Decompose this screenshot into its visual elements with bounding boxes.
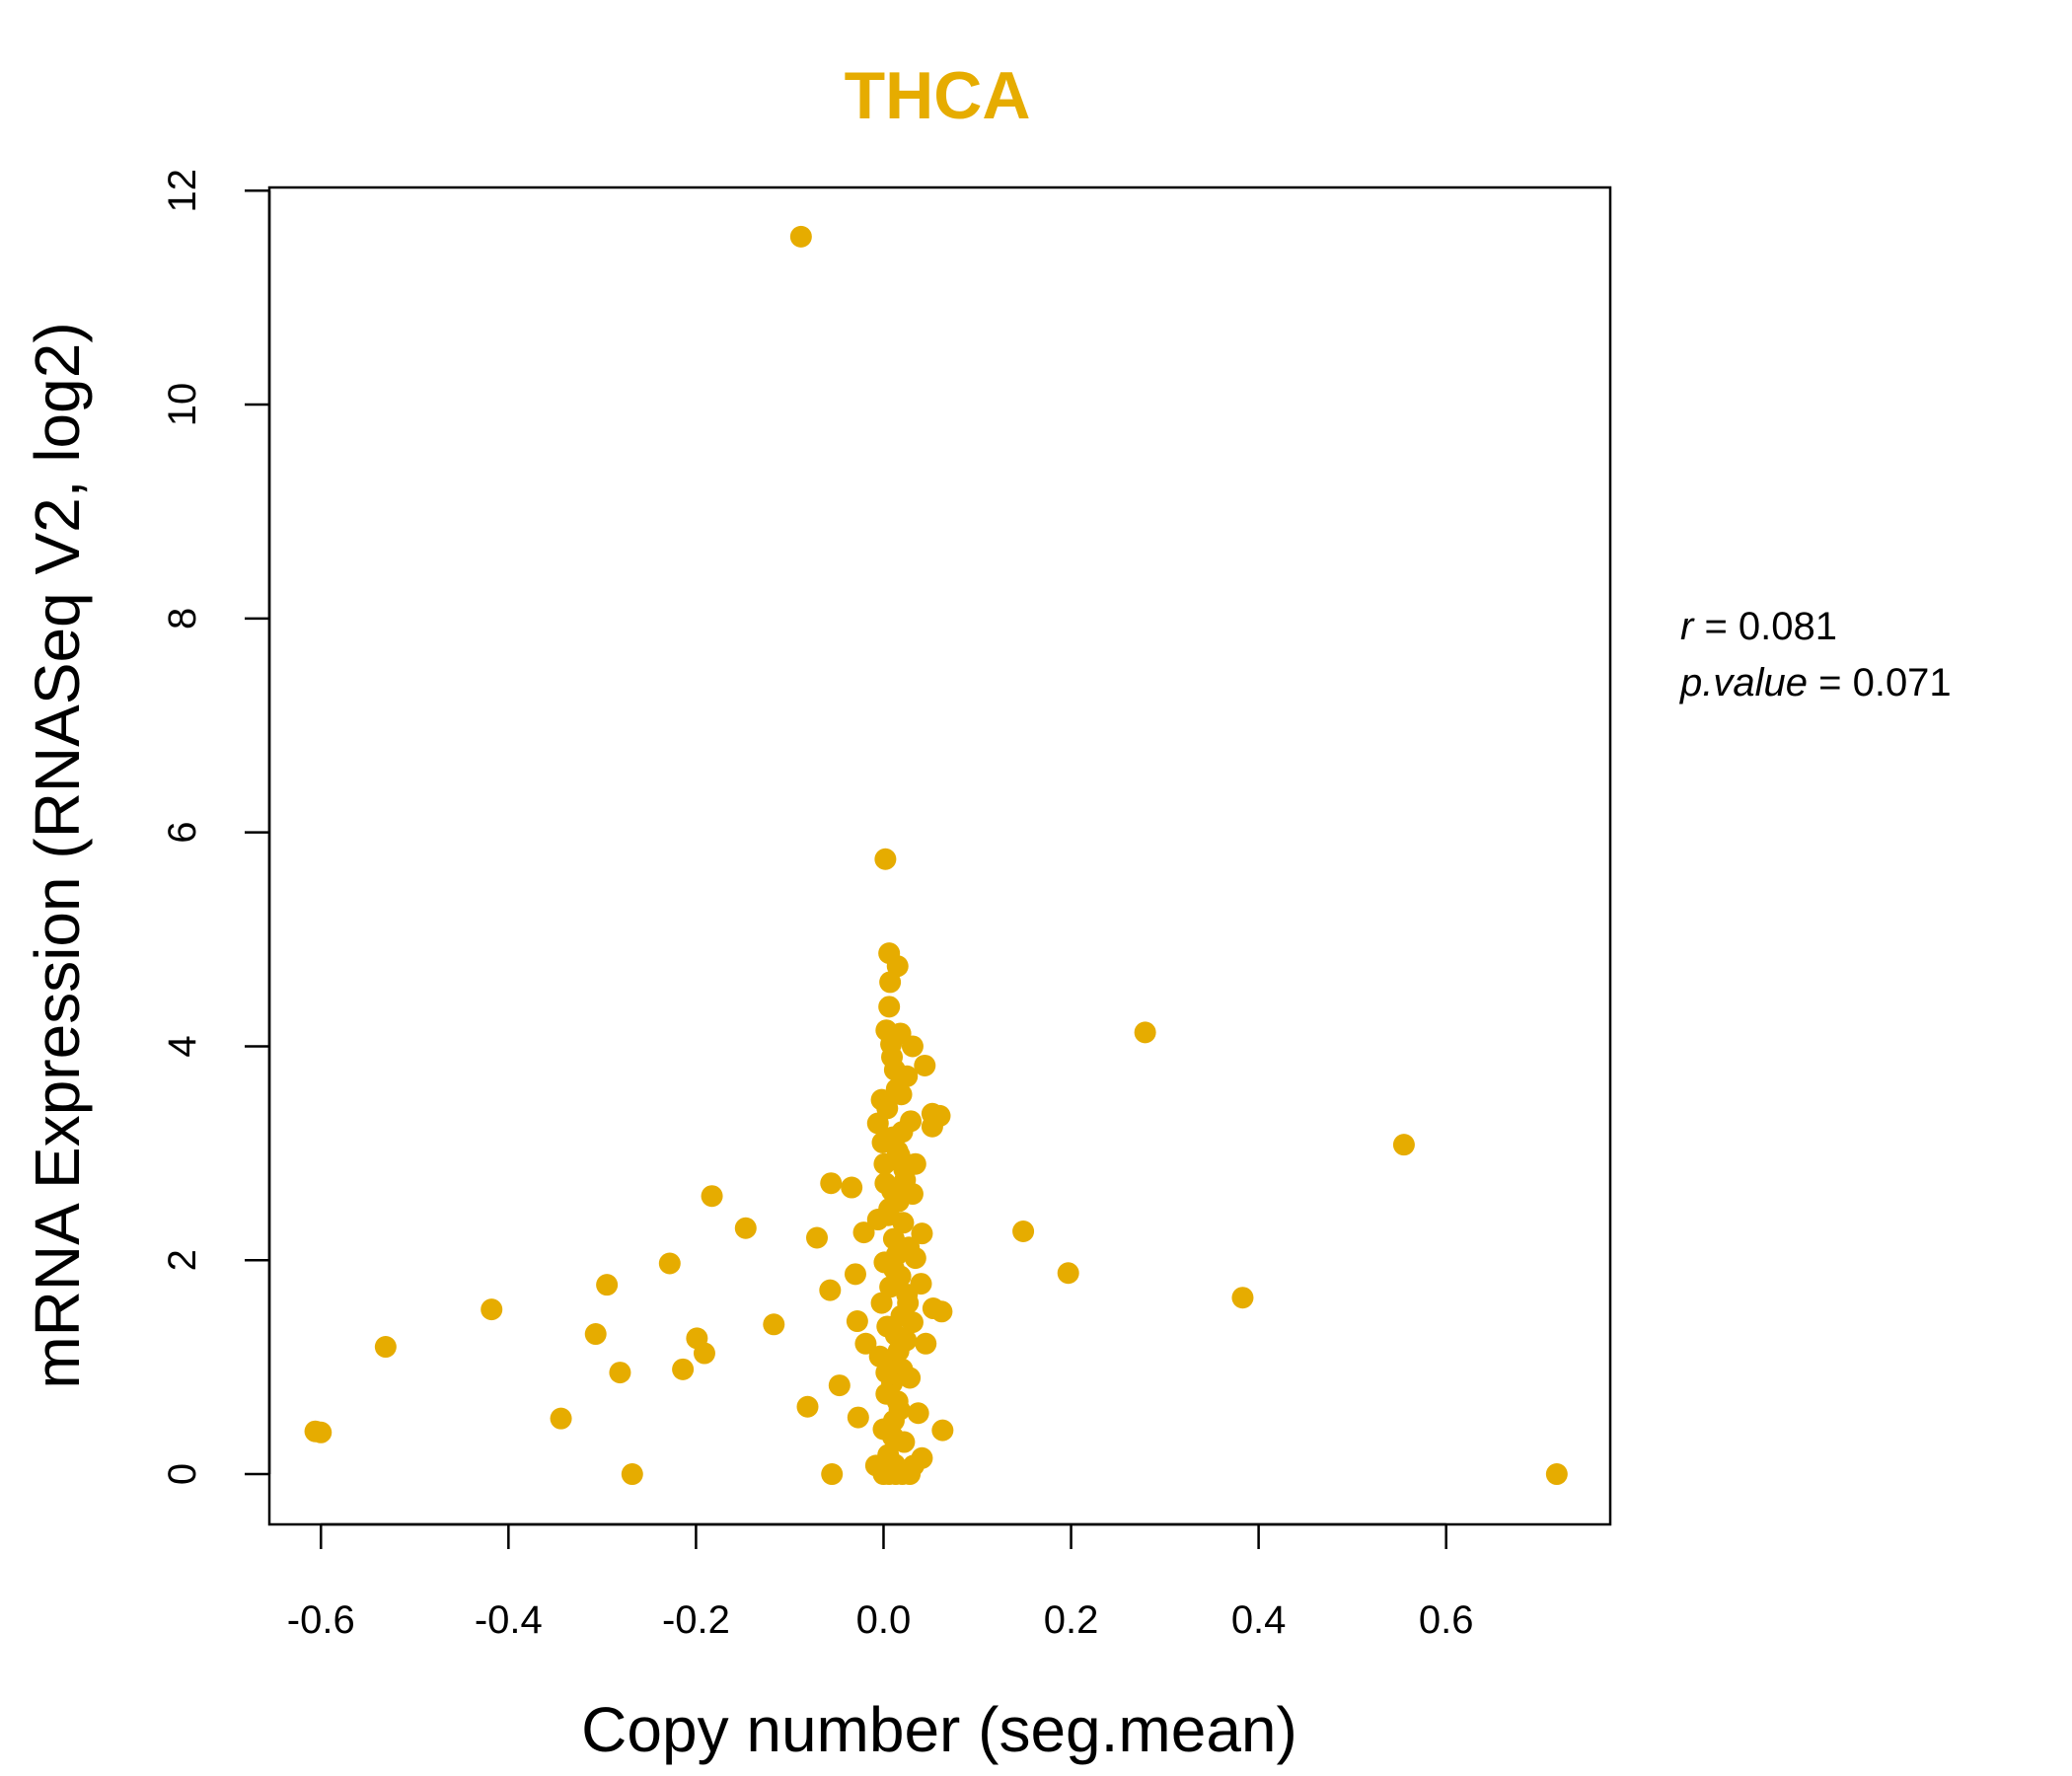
data-point	[1545, 1463, 1568, 1486]
data-point	[888, 1399, 911, 1422]
x-tick-label: -0.4	[475, 1598, 543, 1642]
y-tick-label: 6	[161, 822, 204, 844]
data-point	[879, 971, 902, 994]
x-tick-label: 0.4	[1231, 1598, 1287, 1642]
data-point	[883, 1059, 906, 1081]
data-point	[1134, 1021, 1156, 1044]
data-point	[672, 1358, 695, 1380]
data-point	[374, 1336, 397, 1359]
data-point	[1231, 1287, 1254, 1309]
data-point	[820, 1172, 843, 1195]
data-point	[596, 1274, 619, 1296]
x-tick-label: 0.0	[856, 1598, 912, 1642]
data-point	[874, 848, 897, 870]
correlation-p-value-number: 0.071	[1853, 661, 1952, 704]
data-point	[550, 1407, 572, 1430]
data-point	[911, 1222, 933, 1245]
data-point	[876, 1097, 899, 1120]
correlation-r: r = 0.081	[1680, 605, 1837, 648]
data-point	[821, 1463, 844, 1486]
x-tick-label: 0.6	[1419, 1598, 1474, 1642]
data-point	[931, 1419, 954, 1442]
data-point	[891, 1121, 914, 1144]
y-tick-label: 4	[161, 1035, 204, 1057]
data-point	[890, 1083, 913, 1106]
data-point	[1057, 1262, 1079, 1285]
data-point	[1392, 1134, 1415, 1156]
y-tick-label: 12	[161, 169, 204, 213]
correlation-p-value: p.value = 0.071	[1679, 661, 1952, 704]
y-tick-label: 8	[161, 608, 204, 629]
y-tick-label: 0	[161, 1463, 204, 1485]
data-point	[878, 996, 901, 1018]
correlation-p-equals: =	[1808, 661, 1853, 704]
data-point	[883, 1453, 906, 1476]
correlation-r-equals: =	[1693, 605, 1739, 648]
data-point	[828, 1374, 851, 1397]
data-point	[854, 1332, 877, 1355]
y-axis: 0 2 4 6 8 10 12	[161, 169, 271, 1485]
data-point	[894, 1168, 917, 1191]
correlation-r-value: 0.081	[1739, 605, 1837, 648]
data-point	[915, 1332, 937, 1355]
data-point	[819, 1279, 842, 1301]
data-point	[621, 1463, 643, 1486]
data-point	[846, 1310, 868, 1333]
data-point	[847, 1406, 869, 1429]
data-point	[878, 1198, 901, 1221]
data-point	[892, 1212, 915, 1234]
data-point	[897, 1292, 920, 1314]
plot-frame	[267, 185, 1612, 1526]
data-point	[870, 1292, 893, 1314]
x-tick-label: -0.2	[662, 1598, 730, 1642]
y-tick-label: 10	[161, 383, 204, 427]
data-point	[930, 1300, 953, 1323]
data-point	[789, 225, 812, 248]
data-point	[734, 1217, 757, 1239]
data-point	[907, 1402, 929, 1425]
data-point	[609, 1362, 631, 1384]
data-point	[899, 1367, 922, 1389]
data-point	[901, 1035, 924, 1058]
correlation-r-label: r	[1680, 605, 1695, 648]
data-point	[693, 1342, 715, 1365]
data-point	[921, 1115, 943, 1138]
data-point	[882, 1227, 905, 1250]
data-point	[763, 1313, 785, 1336]
data-point	[880, 1033, 903, 1056]
x-tick-label: -0.6	[287, 1598, 355, 1642]
data-point	[584, 1323, 607, 1346]
data-point	[310, 1421, 333, 1443]
data-point	[1012, 1220, 1035, 1242]
data-point	[881, 1426, 904, 1448]
data-point	[882, 1257, 905, 1280]
data-points	[304, 225, 1568, 1486]
x-axis: -0.6 -0.4 -0.2 0.0 0.2 0.4 0.6	[287, 1522, 1474, 1642]
y-tick-label: 2	[161, 1249, 204, 1271]
data-point	[841, 1176, 863, 1199]
data-point	[844, 1263, 866, 1286]
data-point	[701, 1185, 723, 1208]
x-tick-label: 0.2	[1044, 1598, 1099, 1642]
data-point	[904, 1247, 926, 1270]
data-point	[806, 1226, 829, 1249]
chart-title: THCA	[845, 58, 1031, 133]
data-point	[886, 1140, 909, 1162]
data-point	[852, 1221, 875, 1244]
data-point	[875, 1362, 898, 1384]
y-axis-label: mRNA Expression (RNASeq V2, log2)	[22, 322, 93, 1388]
data-point	[658, 1252, 681, 1275]
data-point	[796, 1395, 819, 1418]
data-point	[895, 1329, 918, 1352]
data-point	[914, 1054, 936, 1076]
data-point	[481, 1298, 503, 1321]
correlation-p-label: p.value	[1679, 661, 1808, 704]
x-axis-label: Copy number (seg.mean)	[581, 1694, 1297, 1765]
data-point	[879, 1276, 902, 1298]
